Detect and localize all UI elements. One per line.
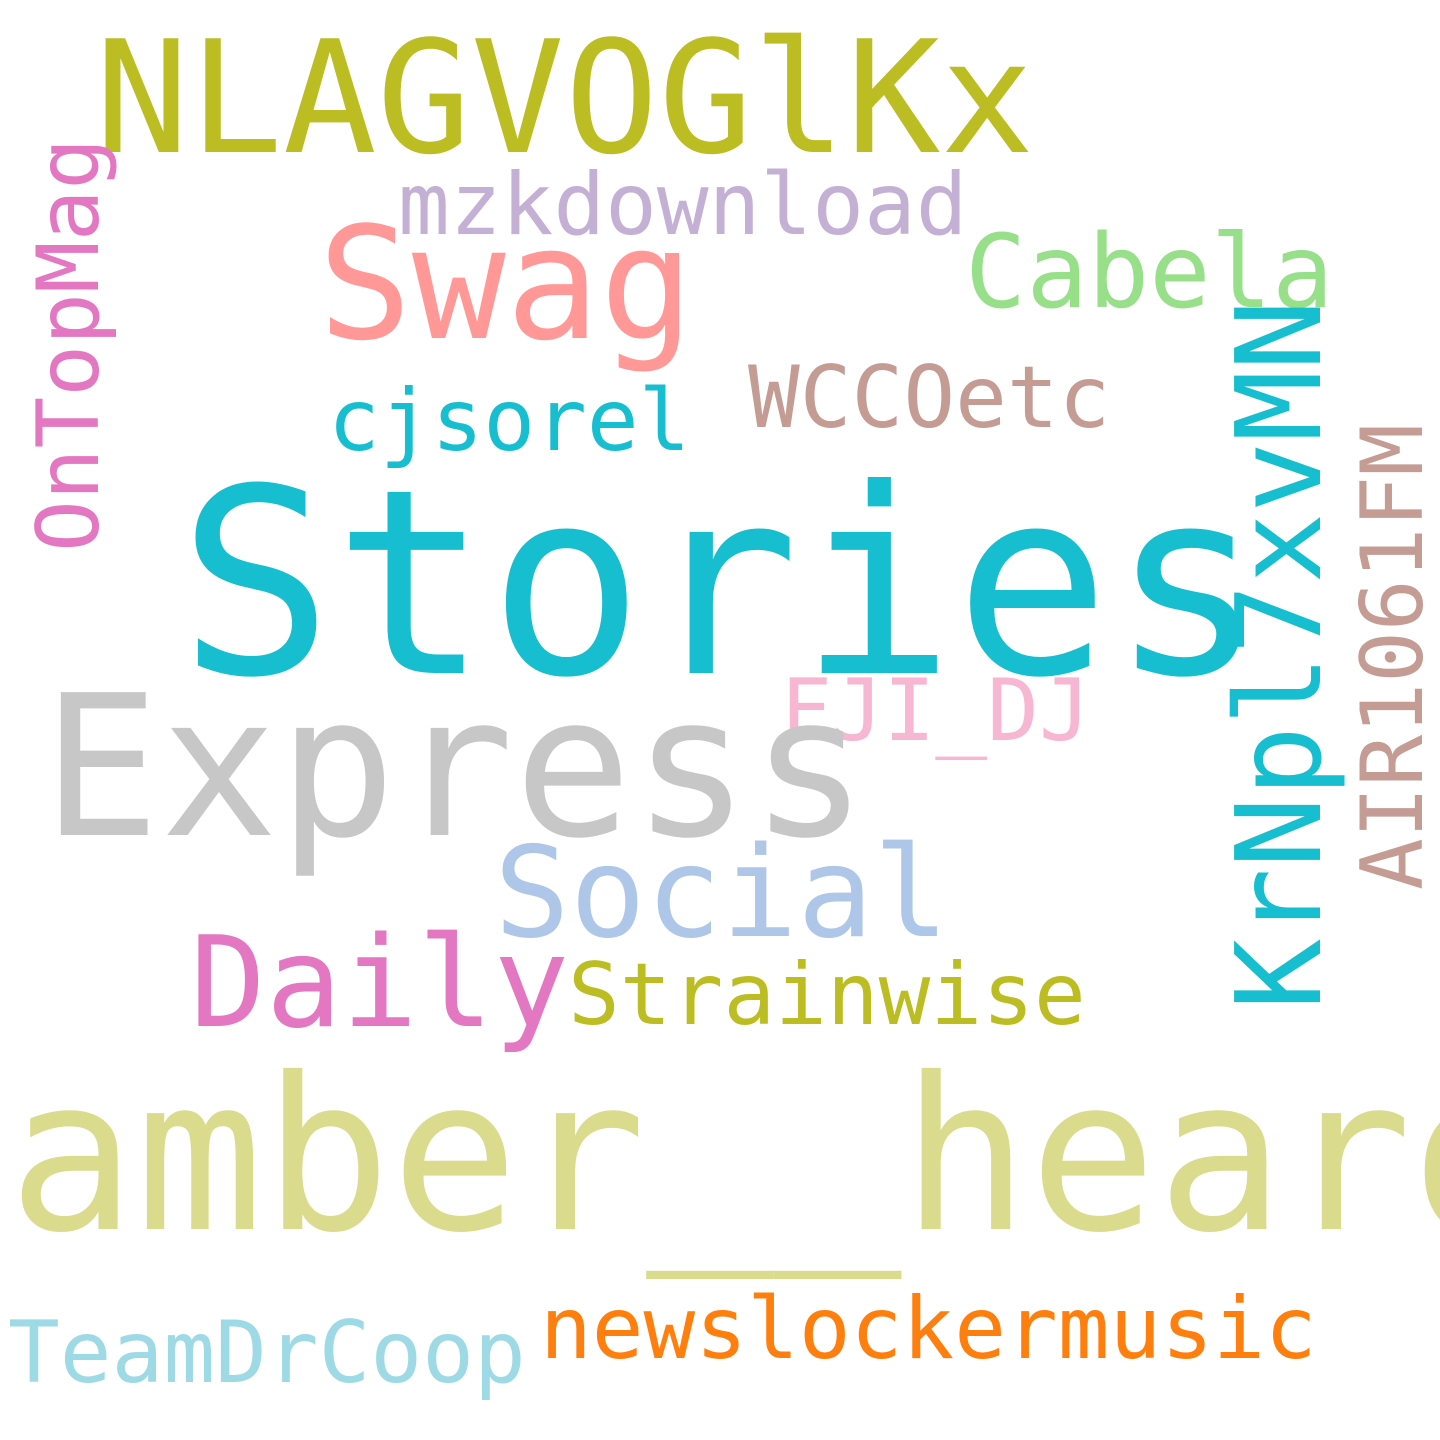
word-krnpl7xvmn: KrNpl7xvMN [1210, 299, 1348, 1010]
word-fji-dj: FJI_DJ [780, 661, 1091, 761]
word-amber-heard: amber__heard_ [8, 1032, 1440, 1279]
word-wccoetc: WCCOetc [748, 348, 1111, 448]
word-mzkdownload: mzkdownload [398, 155, 968, 255]
word-ontopmag: OnTopMag [19, 137, 119, 552]
word-nlagvoglkx: NLAGVOGlKx [95, 7, 1035, 189]
word-air1061fm: AIR1061FM [1343, 424, 1440, 890]
word-newslockermusic: newslockermusic [540, 1279, 1317, 1379]
word-social: Social [494, 819, 950, 966]
word-daily: Daily [190, 909, 570, 1056]
word-stories: Stories [178, 434, 1266, 734]
word-cabela: Cabela [965, 213, 1334, 332]
word-strainwise: Strainwise [568, 945, 1086, 1045]
word-express: Express [42, 654, 869, 882]
word-teamdrcoop: TeamDrCoop [8, 1303, 526, 1403]
word-swag: Swag [318, 193, 694, 375]
word-cjsorel: cjsorel [328, 371, 691, 471]
